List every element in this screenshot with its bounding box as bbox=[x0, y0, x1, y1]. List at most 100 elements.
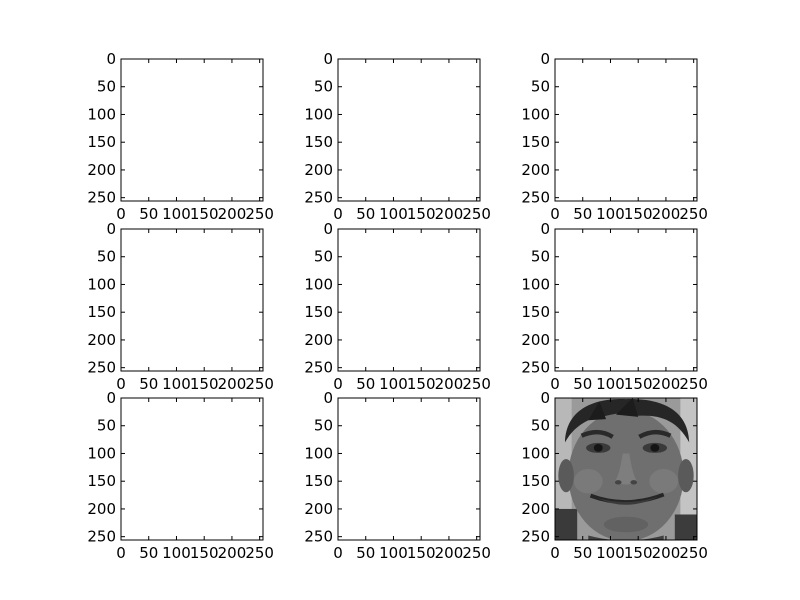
y-tick-label: 250 bbox=[87, 359, 116, 377]
x-tick-label: 250 bbox=[679, 375, 708, 393]
y-tick-label: 0 bbox=[106, 389, 116, 407]
panel-frame bbox=[554, 228, 698, 372]
x-tick-label: 200 bbox=[218, 544, 247, 562]
y-tick-label: 100 bbox=[304, 275, 333, 293]
y-tick-label: 250 bbox=[87, 189, 116, 207]
x-tick-label: 100 bbox=[162, 205, 191, 223]
y-tick-label: 200 bbox=[304, 331, 333, 349]
y-tick-label: 150 bbox=[304, 303, 333, 321]
y-tick-label: 150 bbox=[304, 472, 333, 490]
y-tick-label: 150 bbox=[521, 472, 550, 490]
y-tick-label: 100 bbox=[304, 444, 333, 462]
panel-frame bbox=[337, 58, 481, 202]
x-tick-label: 200 bbox=[652, 205, 681, 223]
y-tick-label: 200 bbox=[304, 161, 333, 179]
x-tick-label: 250 bbox=[679, 544, 708, 562]
panel-image bbox=[338, 229, 480, 372]
y-tick-label: 150 bbox=[521, 133, 550, 151]
y-tick-label: 100 bbox=[87, 275, 116, 293]
y-tick-label: 0 bbox=[323, 220, 333, 238]
panel-frame bbox=[120, 228, 264, 372]
y-tick-label: 250 bbox=[304, 189, 333, 207]
y-tick-label: 100 bbox=[87, 105, 116, 123]
y-tick-label: 150 bbox=[87, 472, 116, 490]
y-tick-label: 250 bbox=[304, 359, 333, 377]
y-tick-label: 50 bbox=[97, 78, 116, 96]
x-tick-label: 50 bbox=[356, 375, 375, 393]
y-tick-label: 200 bbox=[521, 500, 550, 518]
y-tick-label: 200 bbox=[87, 331, 116, 349]
y-tick-label: 150 bbox=[87, 133, 116, 151]
x-tick-label: 150 bbox=[190, 544, 219, 562]
y-tick-label: 200 bbox=[521, 331, 550, 349]
x-tick-label: 50 bbox=[573, 544, 592, 562]
x-tick-label: 250 bbox=[245, 544, 274, 562]
x-tick-label: 250 bbox=[462, 205, 491, 223]
x-tick-label: 200 bbox=[218, 375, 247, 393]
panel-image bbox=[338, 59, 480, 202]
panel-image bbox=[121, 398, 263, 541]
x-tick-label: 250 bbox=[462, 375, 491, 393]
y-tick-label: 50 bbox=[531, 417, 550, 435]
x-tick-label: 0 bbox=[550, 205, 560, 223]
x-tick-label: 150 bbox=[624, 205, 653, 223]
panel-frame bbox=[554, 397, 698, 541]
panel-frame bbox=[337, 228, 481, 372]
x-tick-label: 250 bbox=[245, 375, 274, 393]
y-tick-label: 50 bbox=[314, 417, 333, 435]
y-tick-label: 250 bbox=[304, 528, 333, 546]
y-tick-label: 50 bbox=[314, 78, 333, 96]
y-tick-label: 0 bbox=[540, 389, 550, 407]
x-tick-label: 50 bbox=[139, 205, 158, 223]
y-tick-label: 100 bbox=[304, 105, 333, 123]
x-tick-label: 50 bbox=[356, 544, 375, 562]
x-tick-label: 0 bbox=[333, 544, 343, 562]
x-tick-label: 200 bbox=[218, 205, 247, 223]
panel-image bbox=[555, 229, 697, 372]
x-tick-label: 100 bbox=[596, 544, 625, 562]
y-tick-label: 150 bbox=[304, 133, 333, 151]
y-tick-label: 0 bbox=[540, 50, 550, 68]
x-tick-label: 200 bbox=[435, 205, 464, 223]
x-tick-label: 200 bbox=[652, 544, 681, 562]
x-tick-label: 150 bbox=[407, 205, 436, 223]
panel-frame bbox=[120, 58, 264, 202]
y-tick-label: 50 bbox=[314, 248, 333, 266]
x-tick-label: 250 bbox=[679, 205, 708, 223]
panel-frame bbox=[337, 397, 481, 541]
y-tick-label: 0 bbox=[106, 50, 116, 68]
y-tick-label: 50 bbox=[97, 417, 116, 435]
y-tick-label: 250 bbox=[521, 359, 550, 377]
x-tick-label: 0 bbox=[333, 205, 343, 223]
x-tick-label: 0 bbox=[550, 544, 560, 562]
y-tick-label: 0 bbox=[323, 50, 333, 68]
y-tick-label: 0 bbox=[540, 220, 550, 238]
x-tick-label: 0 bbox=[550, 375, 560, 393]
x-tick-label: 100 bbox=[379, 375, 408, 393]
x-tick-label: 100 bbox=[162, 544, 191, 562]
y-tick-label: 100 bbox=[521, 275, 550, 293]
x-tick-label: 100 bbox=[162, 375, 191, 393]
x-tick-label: 50 bbox=[356, 205, 375, 223]
panel-image bbox=[121, 59, 263, 202]
panel-image bbox=[555, 398, 697, 541]
x-tick-label: 50 bbox=[573, 205, 592, 223]
panel-image bbox=[338, 398, 480, 541]
x-tick-label: 200 bbox=[652, 375, 681, 393]
x-tick-label: 150 bbox=[190, 375, 219, 393]
y-tick-label: 200 bbox=[521, 161, 550, 179]
x-tick-label: 100 bbox=[379, 205, 408, 223]
y-tick-label: 0 bbox=[106, 220, 116, 238]
y-tick-label: 0 bbox=[323, 389, 333, 407]
y-tick-label: 50 bbox=[531, 248, 550, 266]
y-tick-label: 250 bbox=[521, 189, 550, 207]
x-tick-label: 0 bbox=[116, 205, 126, 223]
panel-image bbox=[555, 59, 697, 202]
x-tick-label: 200 bbox=[435, 544, 464, 562]
x-tick-label: 50 bbox=[139, 544, 158, 562]
